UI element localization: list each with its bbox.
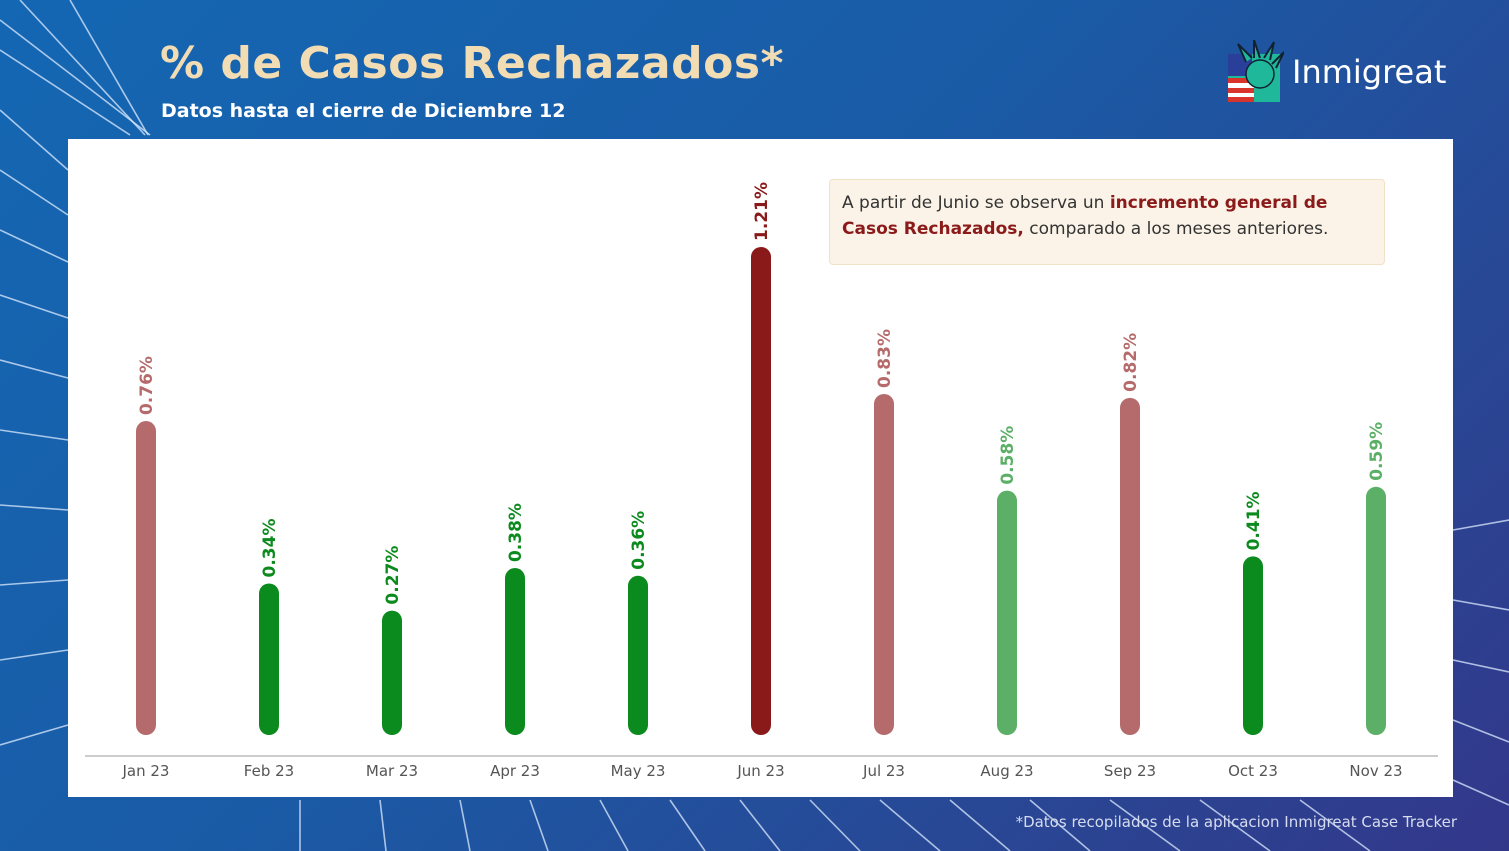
decorative-ray: [529, 799, 549, 851]
decorative-ray: [0, 109, 69, 171]
decorative-ray: [0, 429, 69, 441]
decorative-ray: [1452, 599, 1509, 611]
decorative-ray: [1029, 799, 1091, 851]
decorative-ray: [1199, 799, 1271, 851]
decorative-ray: [0, 169, 69, 216]
x-tick-label: Nov 23: [1349, 762, 1402, 780]
decorative-ray: [0, 49, 131, 136]
bar-chart: 0.76% Jan 23 0.34% Feb 23 0.27% Mar 23 0.38% Ap…: [85, 182, 1438, 780]
decorative-ray: [379, 799, 387, 851]
decorative-ray: [0, 649, 69, 661]
decorative-ray: [1452, 779, 1509, 806]
annotation-text: A partir de Junio se observa un: [842, 193, 1110, 213]
decorative-ray: [0, 579, 69, 586]
decorative-ray: [1452, 519, 1509, 531]
decorative-ray: [949, 799, 1011, 851]
decorative-ray: [1109, 799, 1181, 851]
annotation-highlight: incremento general de Casos Rechazados,: [842, 193, 1328, 239]
decorative-ray: [0, 504, 69, 511]
decorative-ray: [0, 724, 69, 746]
data-label: 0.41%: [1244, 491, 1264, 550]
decorative-ray: [669, 799, 706, 851]
data-label: 0.76%: [137, 356, 157, 415]
data-label: 0.27%: [383, 546, 403, 605]
data-label: 1.21%: [752, 182, 772, 241]
statue-of-liberty-logo-icon: [1228, 40, 1284, 102]
decorative-ray: [19, 0, 146, 136]
annotation-box: A partir de Junio se observa un incremen…: [829, 179, 1385, 265]
x-tick-label: Jan 23: [122, 762, 170, 780]
decorative-ray: [809, 799, 861, 851]
data-label: 0.59%: [1367, 422, 1387, 481]
x-tick-label: Aug 23: [980, 762, 1033, 780]
x-tick-label: Oct 23: [1228, 762, 1278, 780]
page-title: % de Casos Rechazados*: [160, 38, 785, 89]
annotation-text-end: comparado a los meses anteriores.: [1023, 219, 1329, 239]
data-label: 0.83%: [875, 329, 895, 388]
x-tick-label: Apr 23: [490, 762, 540, 780]
x-tick-label: Feb 23: [244, 762, 294, 780]
data-label: 0.34%: [260, 519, 280, 578]
x-tick-label: May 23: [611, 762, 666, 780]
decorative-ray: [1452, 719, 1509, 743]
logo: Inmigreat: [1226, 40, 1446, 104]
data-label: 0.36%: [629, 511, 649, 570]
x-tick-label: Mar 23: [366, 762, 418, 780]
decorative-ray: [1452, 659, 1509, 673]
x-tick-label: Sep 23: [1104, 762, 1156, 780]
data-label: 0.82%: [1121, 333, 1141, 392]
page-subtitle: Datos hasta el cierre de Diciembre 12: [161, 100, 566, 122]
decorative-ray: [599, 799, 629, 851]
source-footnote: *Datos recopilados de la aplicacion Inmi…: [1015, 813, 1457, 831]
x-tick-label: Jul 23: [862, 762, 905, 780]
decorative-ray: [879, 799, 941, 851]
data-label: 0.38%: [506, 503, 526, 562]
data-label: 0.58%: [998, 426, 1018, 485]
decorative-ray: [0, 294, 69, 319]
decorative-ray: [0, 359, 69, 379]
decorative-ray: [459, 799, 471, 851]
chart-panel: 0.76% Jan 23 0.34% Feb 23 0.27% Mar 23 0.38% Ap…: [68, 139, 1453, 797]
decorative-ray: [0, 229, 69, 263]
decorative-ray: [69, 0, 149, 136]
decorative-ray: [1299, 799, 1371, 851]
logo-text: Inmigreat: [1292, 53, 1447, 91]
decorative-ray: [0, 19, 151, 136]
decorative-ray: [739, 799, 781, 851]
x-tick-label: Jun 23: [736, 762, 784, 780]
